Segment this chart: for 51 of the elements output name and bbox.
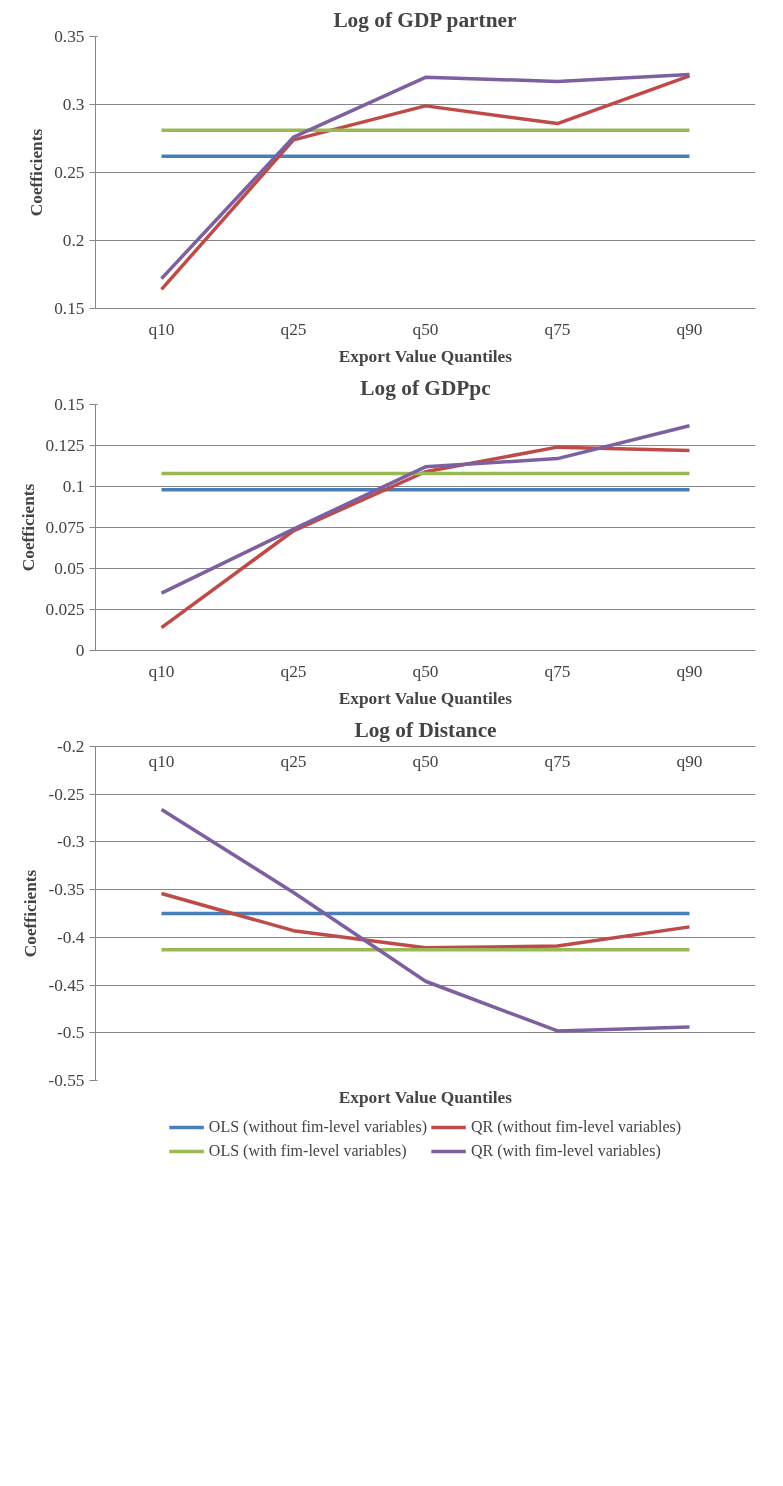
y-tick-label: 0.05 (54, 559, 85, 578)
x-tick-label: q25 (280, 661, 307, 681)
y-tick-label: 0.125 (45, 436, 85, 455)
x-tick-label: q50 (412, 751, 439, 771)
x-axis-title: Export Value Quantiles (338, 346, 513, 366)
y-tick-label: 0 (75, 641, 85, 660)
y-tick-label: -0.35 (48, 880, 85, 900)
y-tick-label: -0.3 (57, 832, 85, 852)
y-axis-title: Coefficients (27, 128, 47, 217)
y-tick-label: -0.55 (48, 1071, 85, 1090)
y-tick-label: 0.15 (54, 395, 85, 414)
legend-label: QR (without fim-level variables) (471, 1118, 682, 1136)
y-tick-label: 0.35 (54, 27, 85, 46)
y-axis-title: Coefficients (18, 483, 38, 572)
x-tick-label: q90 (676, 751, 703, 771)
y-axis-title: Coefficients (21, 869, 41, 958)
y-tick-label: -0.45 (48, 975, 85, 995)
x-tick-label: q50 (412, 319, 439, 339)
y-tick-label: 0.075 (45, 518, 85, 537)
x-tick-label: q90 (676, 661, 703, 681)
x-tick-label: q90 (676, 319, 703, 339)
y-tick-label: 0.3 (62, 95, 85, 114)
chart-title: Log of GDPpc (360, 375, 491, 400)
x-tick-label: q75 (544, 751, 571, 771)
x-tick-label: q75 (544, 319, 571, 339)
x-tick-label: q25 (280, 751, 307, 771)
y-tick-label: 0.25 (54, 163, 85, 182)
x-tick-label: q50 (412, 661, 439, 681)
y-tick-label: -0.4 (57, 927, 85, 947)
x-tick-label: q10 (148, 661, 175, 681)
chart-title: Log of Distance (354, 717, 497, 742)
legend-label: OLS (without fim-level variables) (208, 1118, 427, 1136)
x-tick-label: q75 (544, 661, 571, 681)
x-axis-title: Export Value Quantiles (338, 688, 513, 708)
x-axis-title: Export Value Quantiles (338, 1087, 513, 1107)
y-tick-label: 0.15 (54, 299, 85, 318)
line-series (159, 807, 692, 1033)
legend-label: OLS (with fim-level variables) (208, 1142, 407, 1160)
y-tick-label: 0.2 (62, 231, 85, 250)
y-tick-label: -0.25 (48, 784, 85, 804)
x-tick-label: q10 (148, 751, 175, 771)
line-series (159, 424, 692, 595)
y-tick-label: 0.1 (62, 477, 85, 496)
y-tick-label: -0.5 (57, 1023, 85, 1043)
y-tick-label: 0.025 (45, 600, 85, 619)
chart-title: Log of GDP partner (333, 7, 517, 32)
x-tick-label: q25 (280, 319, 307, 339)
x-tick-label: q10 (148, 319, 175, 339)
line-series (159, 891, 692, 950)
y-tick-label: -0.2 (57, 737, 85, 756)
legend-label: QR (with fim-level variables) (471, 1142, 661, 1160)
